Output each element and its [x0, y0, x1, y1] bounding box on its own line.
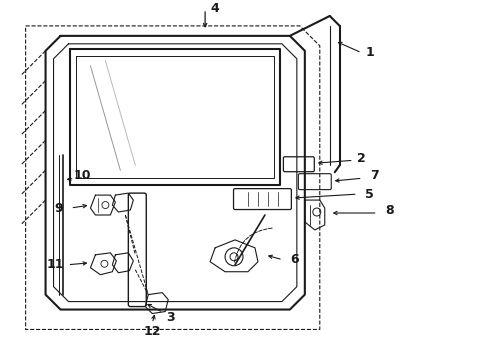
- FancyBboxPatch shape: [283, 157, 314, 172]
- Circle shape: [313, 208, 321, 216]
- Text: 5: 5: [365, 188, 374, 201]
- FancyBboxPatch shape: [234, 189, 292, 210]
- Circle shape: [230, 253, 238, 261]
- Circle shape: [102, 202, 109, 208]
- Text: 12: 12: [144, 325, 161, 338]
- Text: 4: 4: [211, 3, 220, 15]
- Text: 11: 11: [47, 258, 64, 271]
- Circle shape: [225, 248, 243, 266]
- Text: 2: 2: [357, 152, 366, 165]
- FancyBboxPatch shape: [298, 174, 331, 190]
- Text: 3: 3: [166, 311, 174, 324]
- Text: 7: 7: [370, 169, 379, 182]
- Text: 10: 10: [74, 169, 91, 182]
- Text: 8: 8: [385, 203, 394, 216]
- Text: 9: 9: [54, 202, 63, 215]
- FancyBboxPatch shape: [128, 193, 147, 307]
- Text: 6: 6: [291, 253, 299, 266]
- Text: 1: 1: [365, 46, 374, 59]
- Circle shape: [101, 260, 108, 267]
